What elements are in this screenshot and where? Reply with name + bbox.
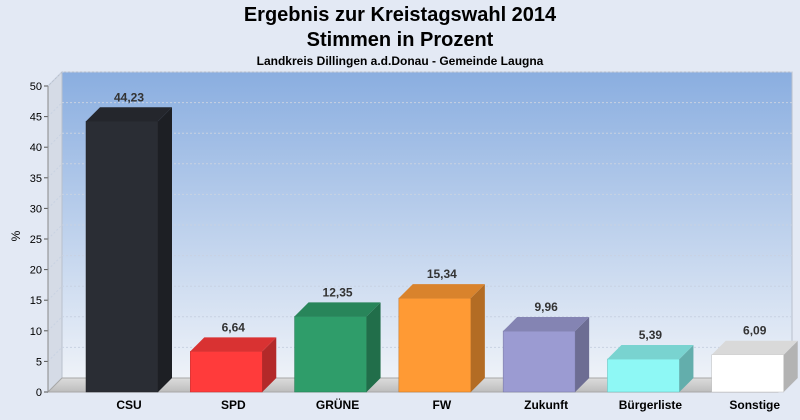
gridline-side: [47, 255, 63, 270]
bar-front: [711, 354, 784, 393]
bar-top: [398, 284, 485, 299]
bar-top: [503, 317, 590, 332]
y-tick-label: 5: [36, 356, 42, 368]
x-tick-label: GRÜNE: [316, 397, 359, 412]
y-tick-label: 40: [30, 142, 42, 154]
chart-title: Ergebnis zur Kreistagswahl 2014: [243, 4, 557, 26]
data-label: 44,23: [114, 90, 144, 104]
data-label: 6,64: [222, 320, 246, 334]
bar-top: [607, 345, 694, 360]
x-tick-label: SPD: [221, 398, 246, 412]
bar-front: [502, 330, 576, 393]
gridline-side: [47, 316, 63, 332]
gridline-side: [47, 224, 63, 240]
bar-5: [607, 345, 694, 393]
bar-top: [294, 302, 381, 317]
y-tick-label: 20: [30, 265, 42, 277]
gridline-side: [47, 102, 63, 117]
bar-side: [679, 345, 694, 392]
x-tick-label: CSU: [116, 398, 141, 412]
bar-4: [502, 317, 590, 393]
bar-front: [294, 316, 367, 393]
bar-top: [190, 337, 277, 352]
y-tick-label: 15: [30, 295, 42, 307]
x-tick-label: Zukunft: [524, 398, 568, 412]
x-tick-label: Bürgerliste: [619, 398, 683, 412]
bar-3: [398, 284, 485, 393]
data-label: 9,96: [534, 300, 558, 314]
bar-side: [575, 317, 590, 392]
bar-front: [85, 121, 159, 393]
data-label: 15,34: [427, 267, 457, 281]
y-tick-label: 45: [30, 112, 42, 124]
bar-1: [190, 337, 277, 393]
x-tick-label: Sonstige: [729, 398, 780, 412]
gridline-side: [47, 71, 63, 87]
gridline-side: [47, 347, 63, 362]
gridline-side: [47, 285, 63, 301]
bar-6: [711, 340, 798, 393]
bar-side: [366, 302, 381, 392]
bar-top: [711, 340, 798, 355]
data-label: 12,35: [323, 285, 353, 299]
bar-side: [262, 337, 277, 392]
y-tick-label: 25: [30, 234, 42, 246]
bar-0: [85, 107, 172, 393]
bar-side: [783, 340, 798, 392]
bar-front: [607, 358, 680, 393]
gridline-side: [47, 132, 63, 148]
bar-front: [190, 351, 263, 393]
y-tick-label: 0: [36, 387, 42, 399]
data-label: 5,39: [639, 328, 663, 342]
bar-top: [86, 107, 172, 122]
y-tick-label: 10: [30, 326, 42, 338]
bar-2: [294, 302, 381, 393]
bar-side: [158, 107, 172, 392]
gridline-side: [47, 163, 63, 179]
chart-subtitle: Stimmen in Prozent: [306, 29, 494, 51]
gridline-side: [47, 194, 63, 209]
y-tick-label: 50: [30, 81, 42, 93]
bar-side: [470, 284, 485, 392]
bar-front: [398, 297, 472, 393]
y-tick-label: 30: [30, 203, 42, 215]
data-label: 6,09: [743, 324, 767, 338]
x-tick-label: FW: [433, 398, 452, 412]
y-tick-label: 35: [30, 173, 42, 185]
chart-caption: Landkreis Dillingen a.d.Donau - Gemeinde…: [256, 54, 544, 68]
y-axis-label: %: [9, 230, 23, 241]
